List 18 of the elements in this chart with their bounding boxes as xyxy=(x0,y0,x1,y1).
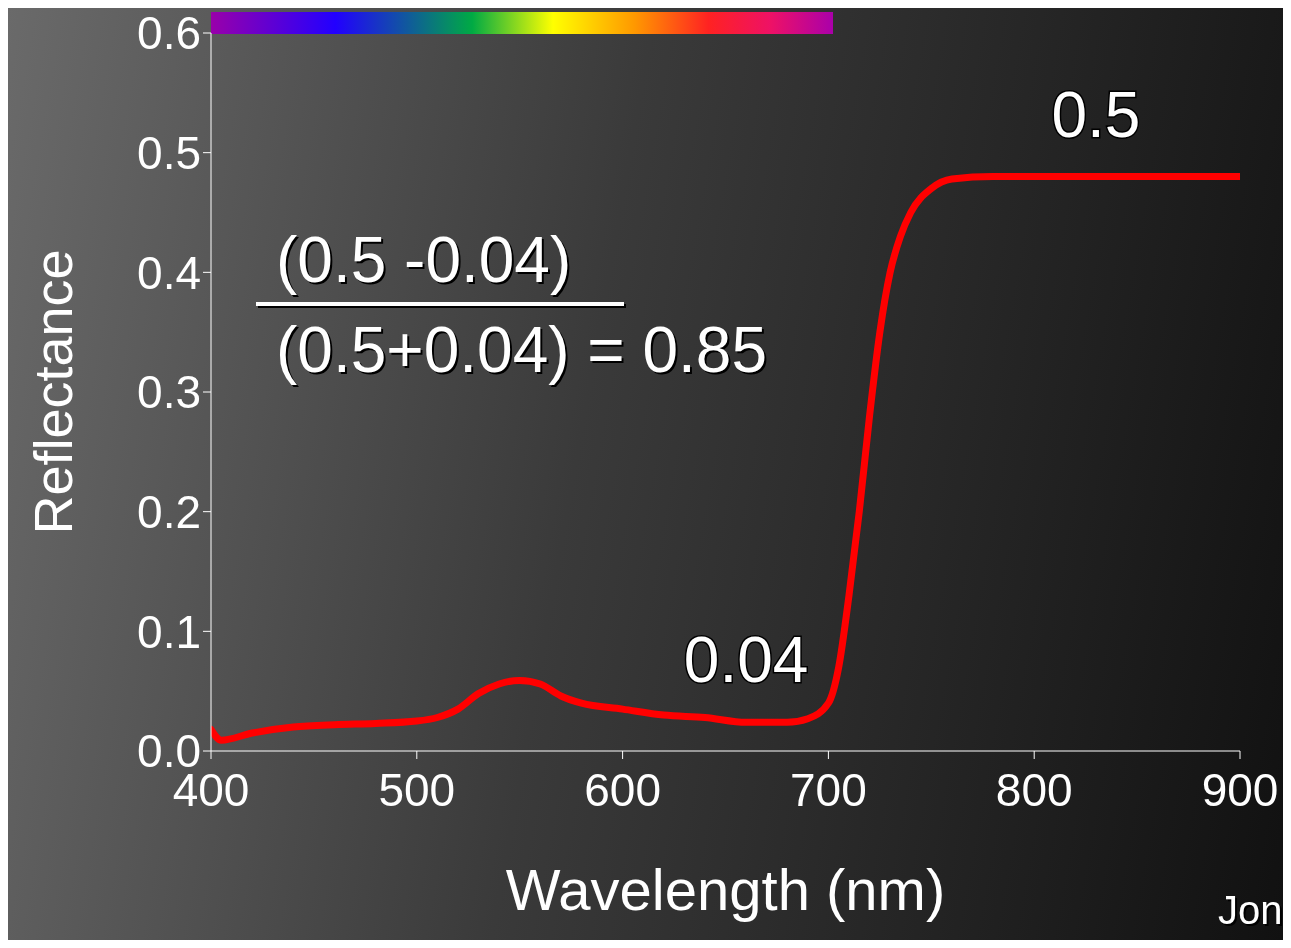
y-tick-label: 0.6 xyxy=(137,7,201,60)
x-tick-label: 600 xyxy=(584,763,661,816)
annotation: 0.5 xyxy=(1051,78,1141,151)
annotation: 0.04 xyxy=(683,624,809,697)
text: Jon xyxy=(1218,888,1283,933)
y-tick-label: 0.5 xyxy=(137,127,201,179)
y-tick-label: 0.4 xyxy=(137,246,201,299)
y-tick-label: 0.3 xyxy=(137,366,201,419)
y-axis-title: Reflectance xyxy=(23,249,84,535)
y-tick-label: 0.1 xyxy=(137,605,201,658)
x-axis-title: Wavelength (nm) xyxy=(505,857,946,922)
x-tick-label: 700 xyxy=(790,763,867,816)
y-tick-label: 0.2 xyxy=(137,486,201,538)
x-tick-label: 900 xyxy=(1201,763,1279,816)
annotation: (0.5 -0.04) xyxy=(276,223,572,297)
annotation: (0.5+0.04) = 0.85 xyxy=(276,313,768,387)
x-tick-label: 500 xyxy=(378,763,456,816)
x-tick-label: 800 xyxy=(995,763,1073,816)
